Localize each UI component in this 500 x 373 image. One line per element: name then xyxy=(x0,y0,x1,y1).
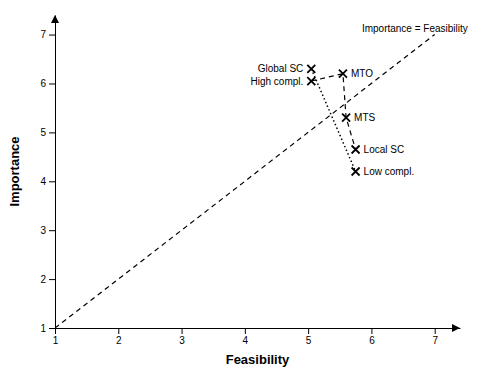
x-tick-label: 3 xyxy=(179,335,185,346)
x-tick-mark xyxy=(55,328,56,334)
x-tick: 4 xyxy=(243,328,249,346)
y-tick-mark xyxy=(49,279,55,280)
line xyxy=(55,35,435,328)
y-tick: 4 xyxy=(40,176,55,187)
x-tick-label: 6 xyxy=(369,335,375,346)
x-tick-mark xyxy=(245,328,246,334)
y-tick-label: 2 xyxy=(40,274,46,285)
y-axis: 1 2 3 4 5 6 7 xyxy=(40,16,55,334)
x-tick-mark xyxy=(435,328,436,334)
y-tick: 5 xyxy=(40,127,55,138)
y-axis-title: Importance xyxy=(7,136,22,206)
point-label: MTS xyxy=(354,112,375,123)
x-tick-mark xyxy=(308,328,309,334)
point xyxy=(339,70,347,78)
line xyxy=(311,74,355,150)
y-tick-label: 4 xyxy=(40,176,46,187)
point xyxy=(342,114,350,122)
y-tick-mark xyxy=(49,83,55,84)
x-tick: 5 xyxy=(306,328,312,346)
y-tick: 1 xyxy=(40,323,55,334)
labels: Global SC High compl. MTO MTS Local SC Low co… xyxy=(250,23,467,177)
y-tick-mark xyxy=(49,328,55,329)
x-tick: 1 xyxy=(53,328,59,346)
point-label: Local SC xyxy=(364,144,405,155)
point-label: High compl. xyxy=(250,76,303,87)
y-tick: 3 xyxy=(40,225,55,236)
x-tick: 2 xyxy=(116,328,122,346)
y-tick: 7 xyxy=(40,29,55,40)
y-tick-mark xyxy=(49,181,55,182)
point xyxy=(307,77,315,85)
x-tick-mark xyxy=(182,328,183,334)
y-tick: 6 xyxy=(40,78,55,89)
x-axis-line xyxy=(56,328,461,329)
y-tick-mark xyxy=(49,132,55,133)
y-tick-mark xyxy=(49,35,55,36)
x-tick-label: 5 xyxy=(306,335,312,346)
x-axis-arrow xyxy=(452,324,460,332)
point xyxy=(352,168,360,176)
plot: 1 2 3 4 5 6 7 1 2 3 4 5 6 7 Global SC High compl. MTO MTS… xyxy=(40,15,467,346)
x-tick-label: 4 xyxy=(243,335,249,346)
x-tick: 6 xyxy=(369,328,375,346)
chart: 1 2 3 4 5 6 7 1 2 3 4 5 6 7 Global SC High compl. MTO MTS… xyxy=(0,0,500,373)
x-tick: 7 xyxy=(432,328,438,346)
y-tick-label: 3 xyxy=(40,225,46,236)
x-tick-label: 1 xyxy=(53,335,59,346)
y-axis-arrow xyxy=(51,15,59,23)
marks xyxy=(55,35,435,328)
x-tick: 3 xyxy=(179,328,185,346)
y-tick-label: 7 xyxy=(40,29,46,40)
point-label: MTO xyxy=(351,68,373,79)
point xyxy=(307,65,315,73)
x-tick-mark xyxy=(371,328,372,334)
point xyxy=(352,145,360,153)
y-tick-label: 1 xyxy=(40,323,46,334)
annotation: Importance = Feasibility xyxy=(362,23,468,34)
y-tick-mark xyxy=(49,230,55,231)
x-axis-title: Feasibility xyxy=(226,352,290,367)
line xyxy=(311,69,355,172)
point-label: Global SC xyxy=(258,63,304,74)
x-tick-mark xyxy=(118,328,119,334)
y-tick-label: 6 xyxy=(40,78,46,89)
x-axis: 1 2 3 4 5 6 7 xyxy=(53,328,461,346)
y-tick: 2 xyxy=(40,274,55,285)
y-tick-label: 5 xyxy=(40,127,46,138)
x-tick-label: 7 xyxy=(432,335,438,346)
point-label: Low compl. xyxy=(364,166,415,177)
y-axis-line xyxy=(55,16,56,329)
x-tick-label: 2 xyxy=(116,335,122,346)
